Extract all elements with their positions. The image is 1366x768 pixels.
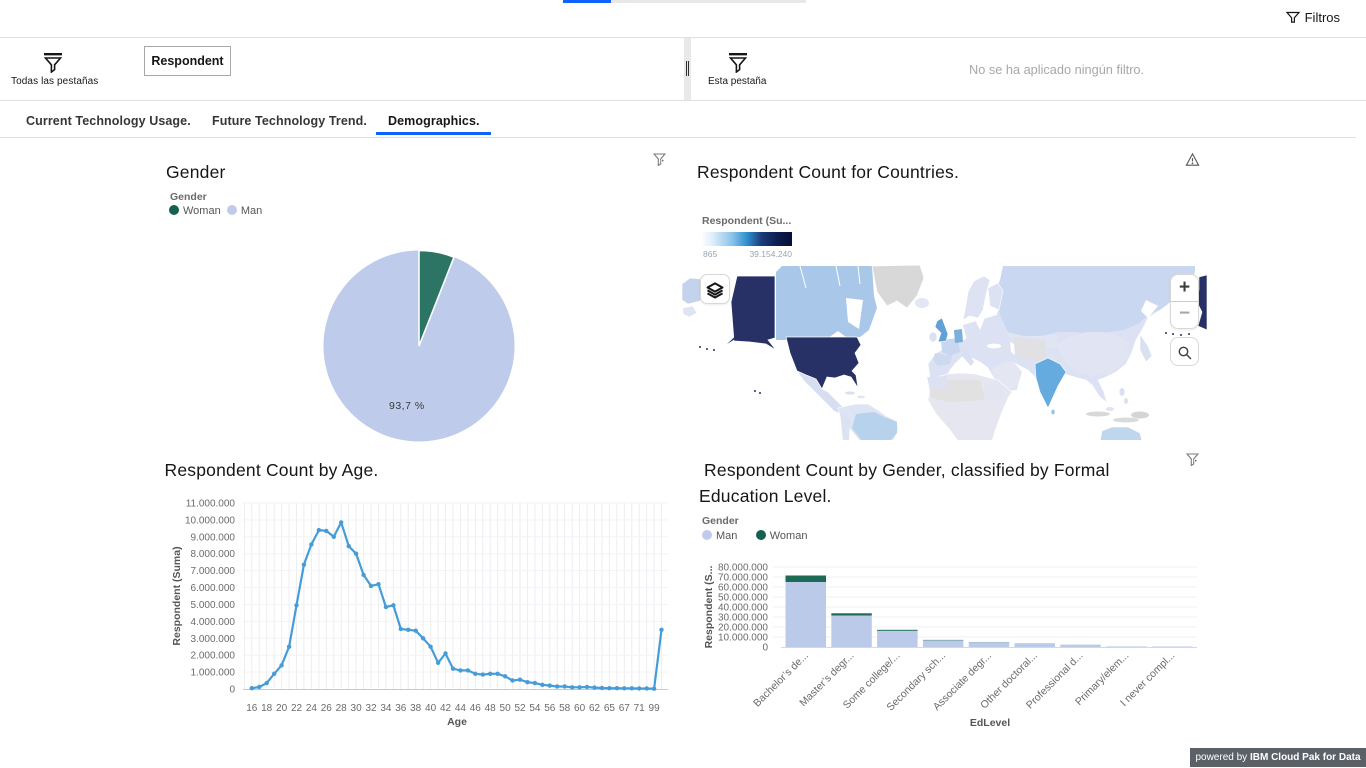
- svg-text:50.000.000: 50.000.000: [718, 593, 768, 604]
- svg-text:22: 22: [291, 703, 303, 714]
- svg-text:40.000.000: 40.000.000: [718, 603, 768, 614]
- svg-text:56: 56: [544, 703, 556, 714]
- svg-text:9.000.000: 9.000.000: [191, 532, 236, 543]
- svg-text:2.000.000: 2.000.000: [191, 651, 236, 662]
- svg-text:58: 58: [559, 703, 571, 714]
- svg-text:5.000.000: 5.000.000: [191, 600, 236, 611]
- svg-text:Age: Age: [447, 716, 467, 728]
- svg-text:26: 26: [321, 703, 333, 714]
- svg-text:71: 71: [634, 703, 646, 714]
- svg-text:1.000.000: 1.000.000: [191, 668, 236, 679]
- svg-text:6.000.000: 6.000.000: [191, 583, 236, 594]
- svg-text:60.000.000: 60.000.000: [718, 583, 768, 594]
- svg-text:0: 0: [762, 643, 768, 654]
- svg-text:46: 46: [470, 703, 482, 714]
- svg-text:24: 24: [306, 703, 318, 714]
- svg-text:48: 48: [485, 703, 497, 714]
- svg-text:Respondent (S...: Respondent (S...: [703, 566, 715, 649]
- svg-text:16: 16: [246, 703, 258, 714]
- svg-text:60: 60: [574, 703, 586, 714]
- svg-text:62: 62: [589, 703, 601, 714]
- svg-text:70.000.000: 70.000.000: [718, 573, 768, 584]
- svg-text:10.000.000: 10.000.000: [185, 515, 235, 526]
- svg-text:99: 99: [649, 703, 661, 714]
- svg-text:36: 36: [395, 703, 407, 714]
- svg-text:EdLevel: EdLevel: [970, 717, 1010, 729]
- svg-text:40: 40: [425, 703, 437, 714]
- svg-text:32: 32: [365, 703, 377, 714]
- svg-text:54: 54: [529, 703, 541, 714]
- svg-text:65: 65: [604, 703, 616, 714]
- svg-text:67: 67: [619, 703, 631, 714]
- svg-text:30.000.000: 30.000.000: [718, 613, 768, 624]
- svg-text:38: 38: [410, 703, 422, 714]
- svg-text:11.000.000: 11.000.000: [186, 499, 236, 510]
- svg-text:18: 18: [261, 703, 273, 714]
- svg-text:3.000.000: 3.000.000: [191, 634, 236, 645]
- svg-text:Respondent (Suma): Respondent (Suma): [171, 546, 183, 645]
- svg-text:34: 34: [380, 703, 392, 714]
- svg-text:30: 30: [351, 703, 363, 714]
- svg-text:4.000.000: 4.000.000: [191, 617, 236, 628]
- svg-text:42: 42: [440, 703, 452, 714]
- svg-text:80.000.000: 80.000.000: [718, 563, 768, 574]
- svg-text:52: 52: [514, 703, 526, 714]
- svg-text:20.000.000: 20.000.000: [718, 623, 768, 634]
- svg-text:44: 44: [455, 703, 467, 714]
- svg-text:0: 0: [229, 685, 235, 696]
- svg-text:7.000.000: 7.000.000: [191, 566, 236, 577]
- svg-text:10.000.000: 10.000.000: [718, 633, 768, 644]
- svg-text:28: 28: [336, 703, 348, 714]
- svg-text:20: 20: [276, 703, 288, 714]
- svg-text:50: 50: [500, 703, 512, 714]
- svg-text:8.000.000: 8.000.000: [191, 549, 236, 560]
